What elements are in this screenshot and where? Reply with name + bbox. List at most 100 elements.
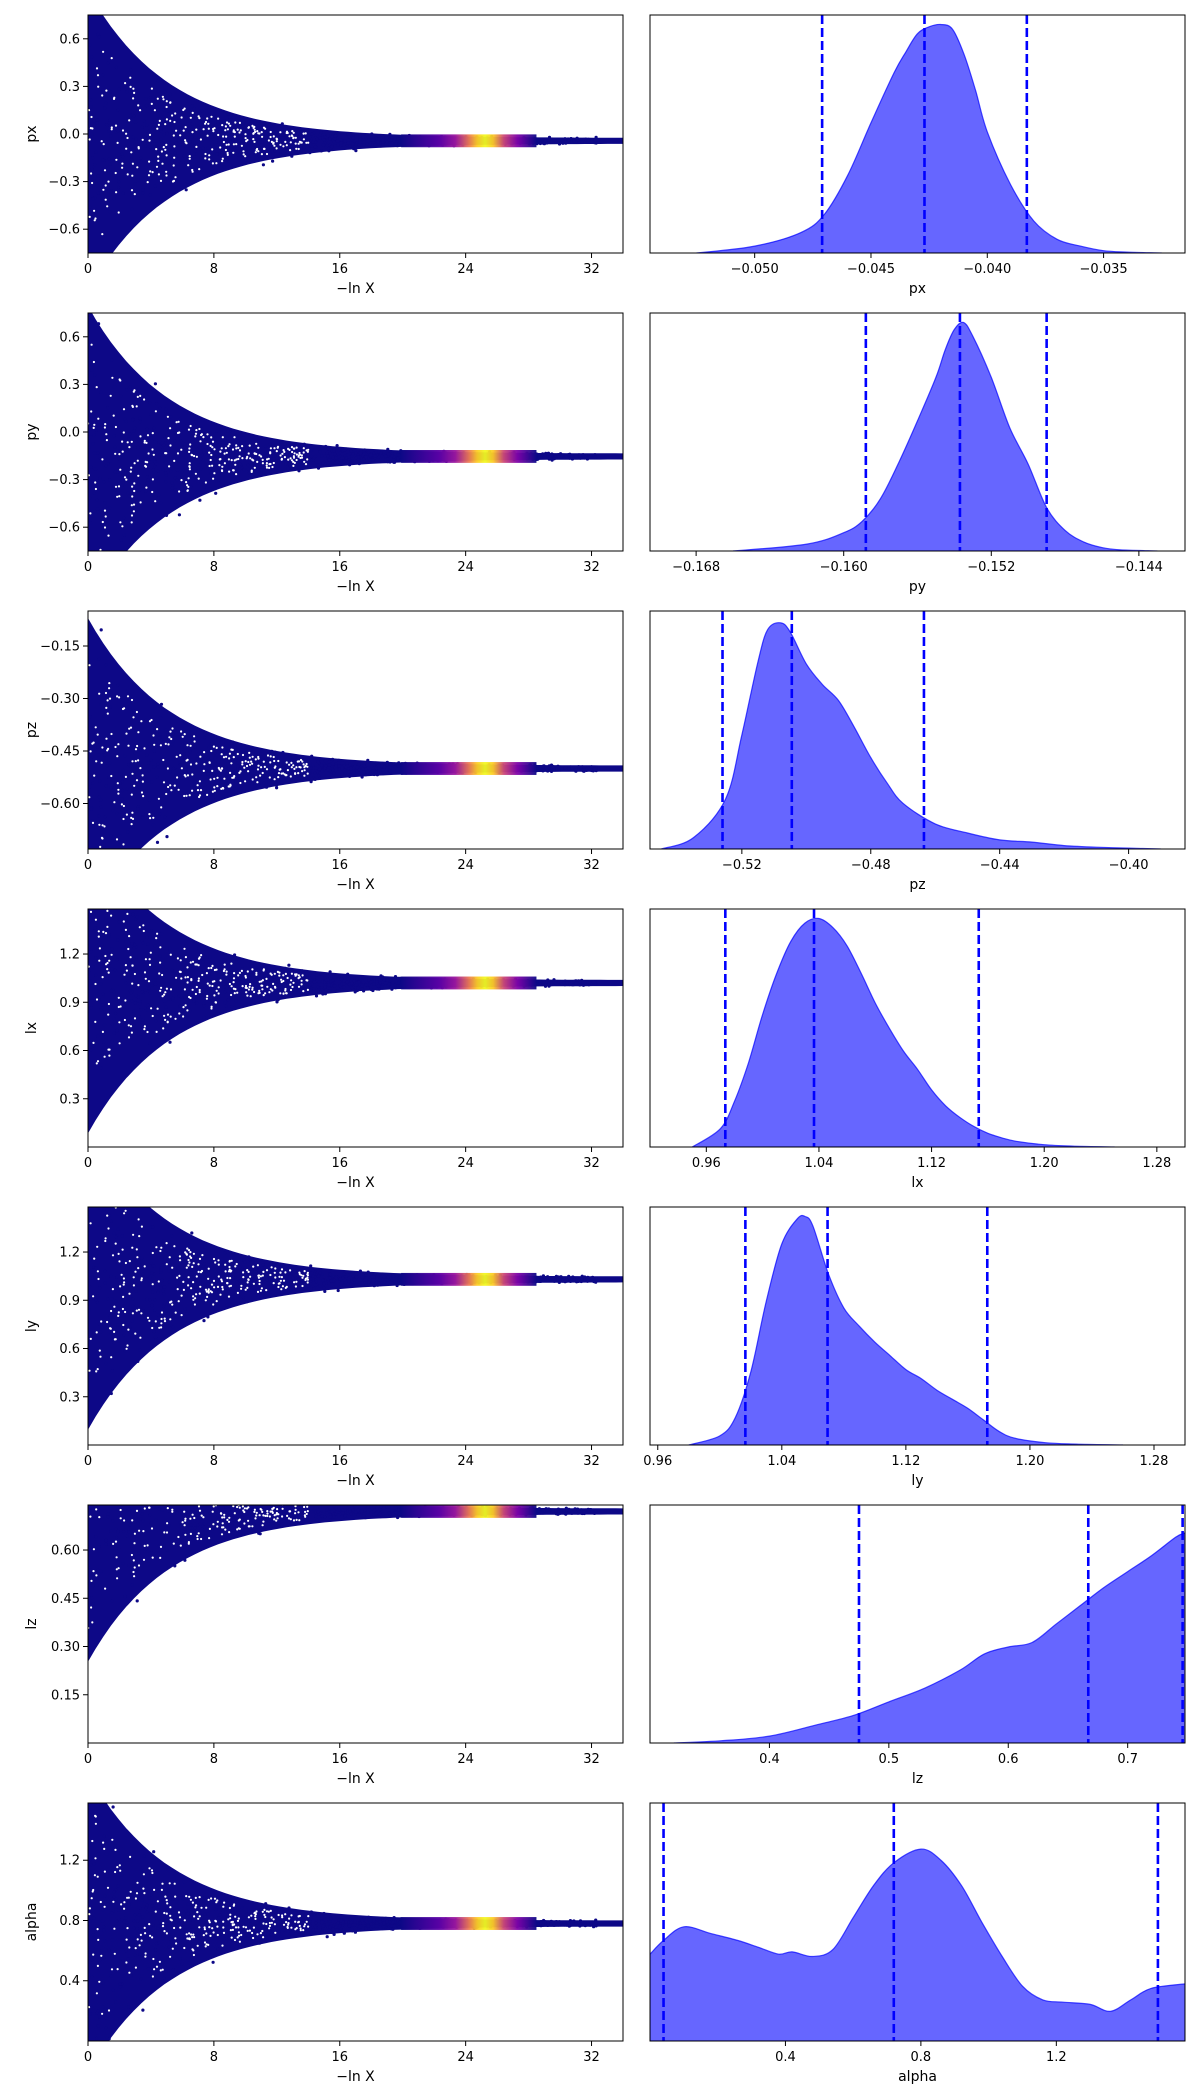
trace-point [374,766,378,770]
trace-gap [253,128,256,131]
trace-gap [288,763,291,766]
y-tick-label: 0.0 [59,426,80,441]
trace-gap [265,768,269,771]
trace-point [277,461,281,465]
trace-point [97,1322,101,1326]
trace-point [240,450,244,454]
trace-point [157,993,162,997]
trace-gap [288,135,291,138]
trace-gap [96,74,100,77]
trace-point [265,772,269,776]
trace-point [313,771,317,775]
trace-gap [166,1020,169,1023]
trace-gap [123,476,127,479]
trace-point [171,996,175,1001]
trace-point [547,138,551,142]
trace-point [116,128,120,133]
trace-gap [275,147,278,150]
trace-point [198,106,203,110]
trace-gap [223,462,226,465]
trace-gap [237,974,240,977]
trace-point [126,437,131,441]
trace-gap [260,766,263,769]
trace-point [161,965,165,969]
trace-point [216,760,220,764]
trace-gap [188,447,191,450]
trace-gap [258,454,261,457]
trace-gap [242,153,245,156]
trace-gap [282,974,285,977]
trace-point [116,938,120,942]
trace-point [175,436,179,440]
posterior-density [732,321,1158,551]
weight-band [401,762,537,775]
trace-point [274,783,279,787]
trace-point [222,982,226,986]
trace-point [115,1275,119,1279]
trace-point [107,775,111,779]
trace-gap [229,124,232,127]
trace-point [236,120,240,124]
trace-gap [99,548,102,551]
trace-gap [273,972,276,975]
trace-gap [123,973,126,976]
trace-point [352,979,356,983]
trace-gap [223,963,226,966]
trace-point [195,490,200,494]
trace-point [386,449,390,453]
trace-point [365,142,369,146]
trace-point [264,970,268,974]
trace-point [346,141,350,145]
trace-point [310,982,314,986]
trace-gap [138,926,141,929]
trace-point [280,985,284,989]
trace-point [369,453,373,457]
trace-point [131,500,135,504]
trace-point [327,983,331,987]
trace-gap [269,452,272,455]
trace-gap [259,774,262,777]
trace-point [269,453,273,457]
trace-gap [108,959,111,962]
trace-point [370,132,374,136]
trace-point [362,764,366,768]
trace-point [351,136,355,140]
trace-point [285,452,289,456]
trace-gap [160,806,163,809]
trace-gap [97,935,100,938]
trace-point [350,144,354,148]
trace-point [214,123,218,127]
trace-point [224,1004,228,1008]
trace-point [258,140,262,144]
trace-gap [251,986,254,989]
trace-point [241,124,245,128]
trace-gap [144,464,147,467]
trace-point [297,989,301,993]
trace-point [92,123,97,127]
trace-gap [306,450,309,453]
trace-point [118,781,122,785]
trace-point [125,689,129,694]
trace-point [328,989,332,993]
trace-gap [258,991,261,995]
trace-gap [249,995,252,998]
trace-gap [143,398,146,401]
trace-point [95,1300,99,1304]
trace-gap [172,179,176,182]
trace-gap [133,482,136,485]
trace-point [96,753,101,757]
trace-point [333,136,337,141]
trace-point [241,994,245,998]
trace-point [547,981,551,985]
trace-gap [191,131,194,134]
trace-point [100,694,104,698]
trace-gap [168,465,171,468]
trace-gap [158,972,161,975]
trace-point [205,987,209,992]
trace-gap [226,153,229,156]
trace-gap [140,720,143,723]
trace-point [120,483,124,487]
trace-gap [266,458,269,461]
trace-point [385,136,389,140]
trace-point [272,975,276,979]
